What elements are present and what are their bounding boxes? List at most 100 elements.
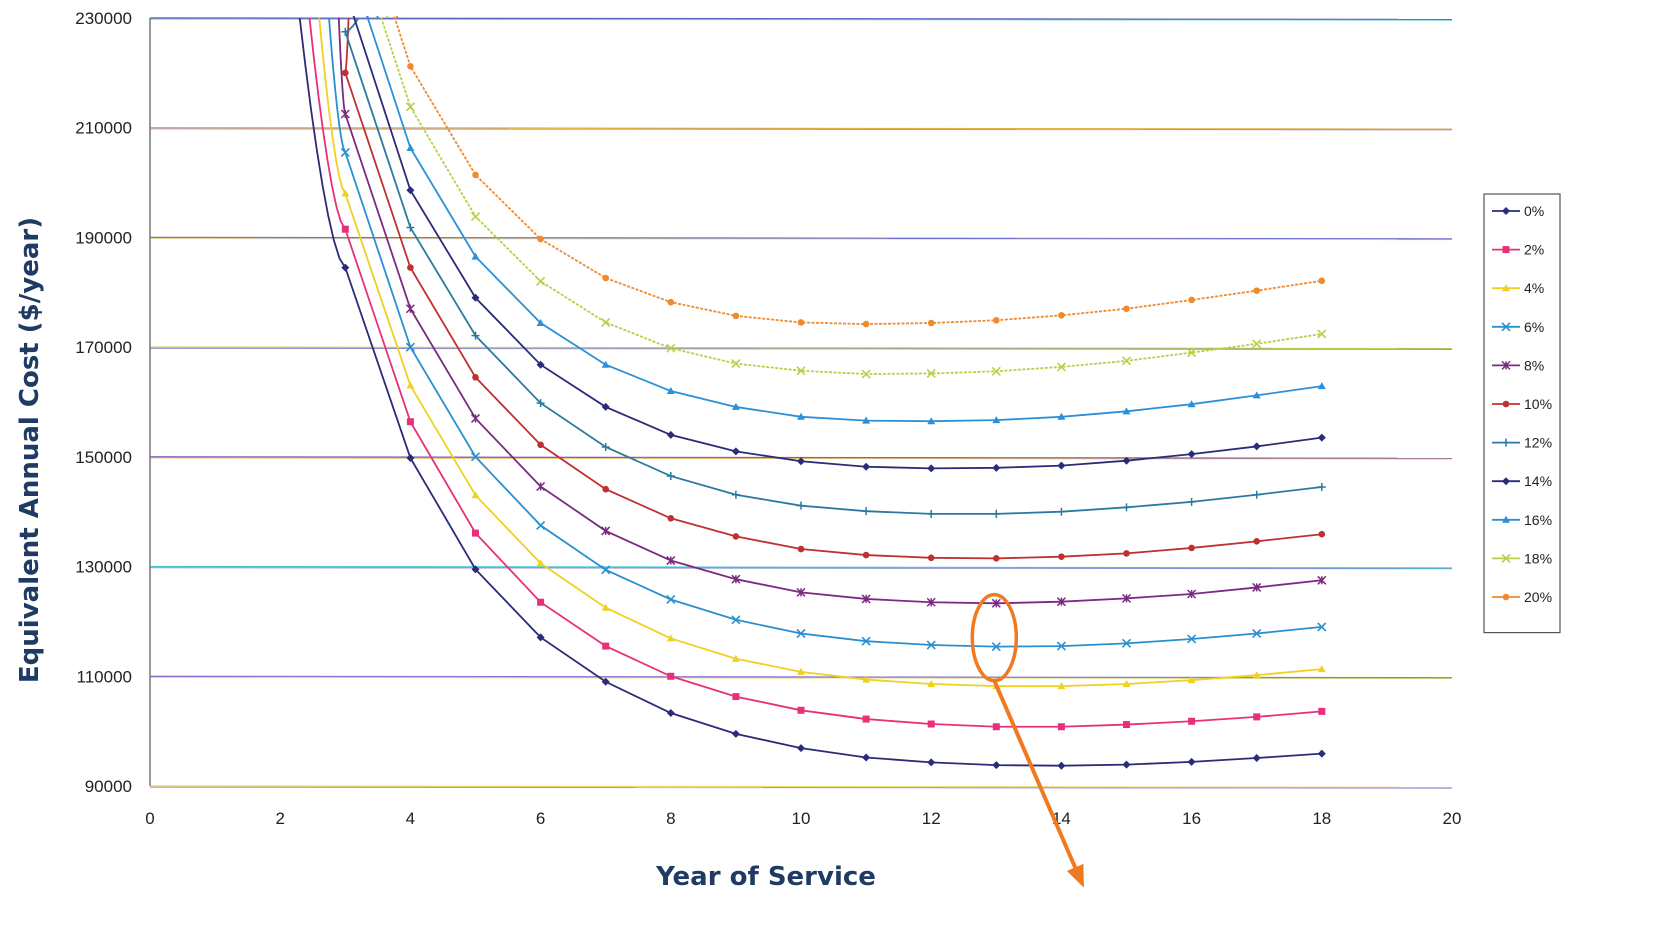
data-point	[666, 430, 675, 439]
data-point	[1121, 356, 1132, 366]
data-point	[601, 360, 610, 368]
data-point	[667, 672, 675, 680]
series-line	[379, 16, 1322, 375]
data-point	[1318, 530, 1326, 538]
data-point	[1252, 442, 1261, 451]
legend-label: 8%	[1524, 357, 1544, 373]
data-point	[862, 416, 871, 424]
data-point	[1252, 754, 1261, 763]
data-point	[1188, 544, 1195, 552]
series-2pct	[308, 17, 1326, 731]
x-tick-label: 10	[792, 809, 811, 828]
data-point	[926, 597, 936, 607]
data-point	[1058, 312, 1065, 319]
data-point	[927, 509, 936, 518]
y-tick-label: 150000	[75, 448, 132, 467]
data-point	[1123, 550, 1130, 557]
data-point	[1252, 339, 1262, 349]
y-tick-labels: 90000 110000 130000 150000 170000 190000 21000…	[75, 9, 132, 796]
data-point	[340, 109, 350, 119]
legend-item: 16%	[1492, 512, 1552, 528]
data-point	[731, 615, 741, 625]
data-point	[992, 416, 1001, 424]
annotation	[970, 592, 1085, 888]
data-point	[862, 462, 871, 471]
data-point	[861, 636, 871, 646]
data-point	[1317, 665, 1326, 673]
gridline	[149, 236, 1453, 240]
data-point	[1057, 412, 1066, 420]
highlight-ellipse	[970, 592, 1019, 683]
gridline-shadow	[149, 238, 1453, 241]
data-point	[666, 387, 675, 395]
data-point	[471, 491, 480, 499]
data-point	[536, 399, 545, 408]
data-point	[796, 587, 806, 597]
data-point	[1188, 296, 1195, 304]
data-point	[861, 369, 871, 379]
data-point	[1317, 575, 1327, 585]
data-point	[470, 212, 481, 222]
data-point	[470, 413, 481, 423]
data-point	[601, 402, 610, 411]
x-tick-label: 8	[666, 809, 675, 828]
data-point	[861, 594, 871, 604]
data-point	[796, 366, 806, 376]
data-point	[536, 481, 546, 492]
data-point	[1253, 713, 1261, 721]
data-point	[1317, 483, 1326, 492]
data-point	[927, 679, 936, 687]
data-point	[1253, 287, 1260, 294]
data-point	[992, 463, 1001, 472]
y-tick-label: 90000	[85, 777, 132, 796]
data-point	[1317, 749, 1326, 758]
data-point	[1122, 679, 1131, 687]
data-point	[1122, 760, 1131, 769]
legend-item: 10%	[1492, 396, 1552, 412]
data-point	[992, 761, 1001, 770]
legend-marker	[1501, 553, 1511, 563]
data-point	[732, 533, 740, 540]
data-point	[797, 412, 805, 420]
gridline-shadow	[149, 676, 1453, 679]
y-tick-label: 110000	[77, 667, 132, 686]
data-point	[797, 501, 805, 510]
data-point	[406, 186, 415, 195]
series-8pct	[337, 17, 1327, 608]
data-point	[406, 144, 415, 152]
data-point	[1121, 593, 1132, 603]
legend-marker	[1502, 246, 1510, 254]
legend-item: 20%	[1492, 589, 1552, 605]
data-point	[406, 381, 415, 389]
data-point	[666, 556, 676, 566]
data-point	[1057, 723, 1065, 731]
data-point	[731, 490, 740, 499]
gridline	[149, 346, 1453, 350]
data-point	[862, 320, 870, 328]
legend-marker	[1501, 360, 1511, 370]
series-18pct	[379, 16, 1327, 379]
legend-label: 14%	[1524, 473, 1552, 489]
legend-marker	[1502, 438, 1510, 447]
data-point	[927, 758, 936, 767]
data-point	[731, 447, 740, 456]
legend-label: 0%	[1524, 203, 1544, 219]
legend-item: 2%	[1492, 242, 1544, 258]
data-point	[666, 634, 675, 642]
data-point	[797, 545, 805, 553]
data-point	[602, 642, 610, 650]
data-point	[1252, 628, 1262, 639]
data-point	[1187, 634, 1197, 644]
legend-item: 18%	[1492, 550, 1552, 566]
series-10pct	[342, 17, 1326, 562]
data-point	[470, 452, 481, 462]
data-point	[732, 312, 740, 320]
data-point	[1122, 407, 1131, 415]
legend-marker	[1502, 477, 1510, 486]
data-point	[1188, 717, 1196, 725]
data-point	[472, 171, 479, 179]
data-point	[926, 368, 936, 379]
y-axis-title: Equivalent Annual Cost ($/year)	[15, 217, 45, 683]
y-tick-label: 170000	[75, 338, 132, 357]
